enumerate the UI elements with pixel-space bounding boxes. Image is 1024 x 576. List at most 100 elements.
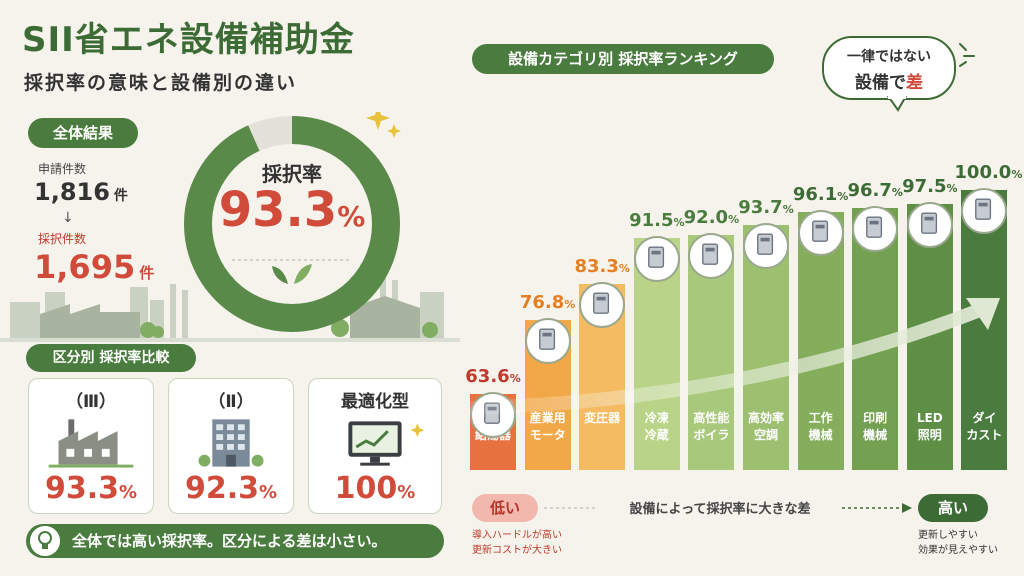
bar-label-2: 変圧器 bbox=[574, 410, 630, 427]
bar-label-6: 工作 機械 bbox=[793, 410, 849, 444]
bar-label-line: 工作 bbox=[808, 411, 833, 425]
bubble-line2a: 設備で bbox=[855, 73, 906, 93]
equipment-icon-2 bbox=[579, 281, 626, 328]
applications-label: 申請件数 bbox=[38, 162, 87, 176]
adopted-value: 1,695 件 bbox=[34, 248, 154, 286]
equipment-icon-4 bbox=[688, 232, 735, 279]
factory-skyline-icon bbox=[0, 272, 460, 342]
bubble-line2b: 差 bbox=[906, 73, 923, 93]
card-number: 92.3 bbox=[184, 471, 259, 506]
low-pill: 低い bbox=[472, 494, 538, 522]
bar-label-4: 高性能 ボイラ bbox=[683, 410, 739, 444]
bar-label-9: ダイ カスト bbox=[956, 410, 1012, 444]
scale-text: 設備によって採択率に大きな差 bbox=[629, 502, 811, 517]
card-title: 最適化型 bbox=[341, 392, 409, 412]
bar-label-5: 高効率 空調 bbox=[738, 410, 794, 444]
bar-label-line: 印刷 bbox=[863, 411, 888, 425]
high-desc-line2: 効果が見えやすい bbox=[918, 545, 998, 556]
equipment-icon-8 bbox=[906, 202, 953, 248]
bar-label-line: ボイラ bbox=[693, 428, 730, 442]
card-value: 100% bbox=[309, 471, 441, 506]
bar-label-line: 冷蔵 bbox=[644, 428, 669, 442]
donut-arc bbox=[184, 116, 400, 332]
bar-value-6: 96.1% bbox=[792, 183, 849, 205]
bar-value-3: 91.5% bbox=[629, 209, 685, 231]
low-desc-line2: 更新コストが大きい bbox=[472, 545, 562, 556]
lightbulb-icon bbox=[30, 526, 60, 556]
bubble-line1: 一律ではない bbox=[847, 49, 931, 65]
bar-label-line: 高効率 bbox=[747, 411, 784, 425]
emphasis-lines-icon bbox=[959, 43, 975, 67]
bar-label-8: LED 照明 bbox=[902, 410, 958, 444]
equipment-icon-1 bbox=[524, 317, 571, 364]
bar-label-line: 高性能 bbox=[693, 411, 730, 425]
monitor-chart-icon bbox=[348, 421, 425, 466]
summary-note: 全体では高い採択率。区分による差は小さい。 bbox=[26, 524, 444, 558]
donut-number: 93.3 bbox=[218, 182, 338, 238]
bar-label-7: 印刷 機械 bbox=[847, 410, 903, 444]
card-number: 93.3 bbox=[44, 471, 119, 506]
leaf-icon bbox=[272, 266, 288, 284]
card-value: 93.3% bbox=[29, 471, 153, 506]
bar-label-line: ダイ bbox=[972, 411, 997, 425]
bar-label-line: 機械 bbox=[808, 428, 833, 442]
bar-value-2: 83.3% bbox=[574, 255, 630, 277]
adopted-unit: 件 bbox=[139, 264, 155, 282]
card-value: 92.3% bbox=[169, 471, 293, 506]
category-card-iii: （Ⅲ） 93.3% bbox=[28, 378, 154, 514]
office-building-icon bbox=[198, 419, 264, 467]
category-card-ii: （Ⅱ） 92.3% bbox=[168, 378, 294, 514]
equipment-icon-6 bbox=[797, 209, 844, 256]
bar-label-line: LED bbox=[916, 411, 943, 425]
donut-label: 採択率 bbox=[262, 162, 322, 186]
bubble-tail-icon bbox=[886, 96, 908, 112]
bar-label-line: モータ bbox=[529, 428, 566, 442]
card-pct: % bbox=[397, 482, 416, 503]
applications-unit: 件 bbox=[113, 188, 128, 204]
equipment-icon-5 bbox=[743, 223, 789, 270]
low-description: 導入ハードルが高い 更新コストが大きい bbox=[472, 528, 562, 558]
scale-arrow-icon bbox=[544, 503, 912, 513]
bar-label-line: 照明 bbox=[917, 428, 942, 442]
high-description: 更新しやすい効果が見えやすい bbox=[918, 528, 998, 558]
donut-value: 93.3% bbox=[192, 182, 392, 238]
bar-label-line: カスト bbox=[966, 428, 1003, 442]
overall-result-pill: 全体結果 bbox=[28, 118, 138, 148]
bar-label-line: 空調 bbox=[753, 428, 778, 442]
adopted-label: 採択件数 bbox=[38, 232, 87, 246]
equipment-icon-7 bbox=[852, 206, 899, 253]
bar-value-7: 96.7% bbox=[847, 180, 903, 202]
trend-arrow-icon bbox=[470, 298, 1000, 415]
low-desc-line1: 導入ハードルが高い bbox=[472, 530, 562, 541]
bar-label-3: 冷凍 冷蔵 bbox=[629, 410, 685, 444]
applications-number: 1,816 bbox=[34, 178, 110, 206]
page-title: SII省エネ設備補助金 bbox=[22, 20, 355, 60]
bar-value-1: 76.8% bbox=[519, 291, 576, 313]
bar-label-line: 冷凍 bbox=[644, 411, 669, 425]
bar-value-4: 92.0% bbox=[683, 206, 740, 228]
card-title: （Ⅲ） bbox=[65, 392, 117, 412]
sparkle-icon bbox=[366, 112, 401, 138]
card-number: 100 bbox=[334, 471, 398, 506]
card-title: （Ⅱ） bbox=[208, 392, 254, 412]
card-pct: % bbox=[118, 482, 138, 503]
high-desc-line1: 更新しやすい bbox=[918, 530, 978, 541]
bar-value-0: 63.6% bbox=[465, 365, 521, 387]
ranking-pill: 設備カテゴリ別 採択率ランキング bbox=[472, 44, 774, 74]
category-card-optimized: 最適化型 100% bbox=[308, 378, 442, 514]
bubble-line2: 設備で差 bbox=[824, 68, 954, 93]
adopted-number: 1,695 bbox=[34, 248, 136, 286]
bar-value-5: 93.7% bbox=[738, 197, 794, 219]
card-pct: % bbox=[258, 482, 278, 503]
speech-bubble: 一律ではない 設備で差 bbox=[822, 36, 956, 100]
applications-value: 1,816 件 bbox=[34, 178, 128, 206]
bar-9 bbox=[961, 190, 1008, 470]
donut-pct: % bbox=[337, 200, 366, 233]
bar-label-1: 産業用 モータ bbox=[520, 410, 576, 444]
category-compare-pill: 区分別 採択率比較 bbox=[26, 344, 196, 372]
equipment-icon-0 bbox=[470, 391, 516, 438]
page-subtitle: 採択率の意味と設備別の違い bbox=[24, 72, 298, 94]
factory-icon bbox=[48, 419, 134, 468]
equipment-icon-3 bbox=[633, 235, 680, 282]
bar-label-line: 機械 bbox=[863, 428, 888, 442]
